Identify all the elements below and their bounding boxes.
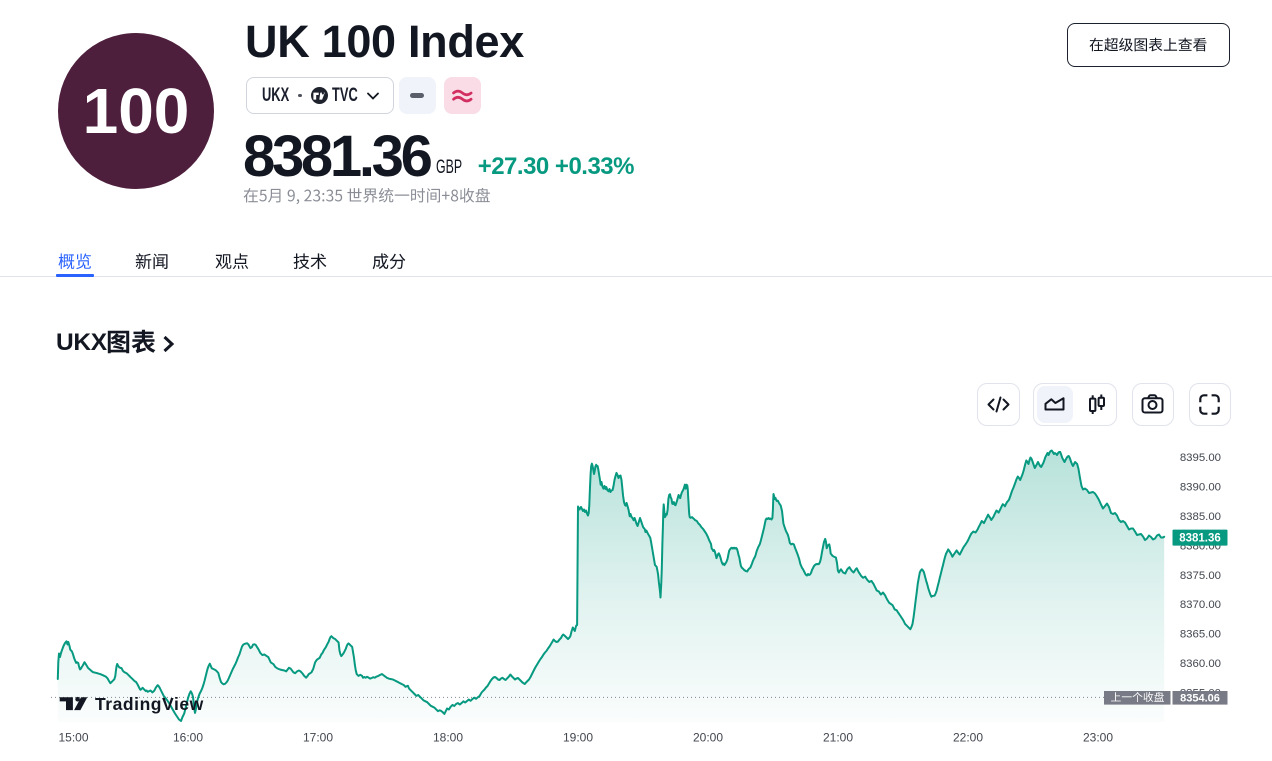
- svg-text:8365.00: 8365.00: [1180, 629, 1221, 641]
- svg-text:8370.00: 8370.00: [1180, 599, 1221, 611]
- svg-text:8390.00: 8390.00: [1180, 482, 1221, 494]
- svg-text:15:00: 15:00: [58, 731, 88, 745]
- svg-text:8375.00: 8375.00: [1180, 570, 1221, 582]
- svg-text:8360.00: 8360.00: [1180, 658, 1221, 670]
- svg-text:8381.36: 8381.36: [1179, 533, 1221, 545]
- svg-text:20:00: 20:00: [693, 731, 723, 745]
- svg-text:23:00: 23:00: [1083, 731, 1113, 745]
- svg-text:18:00: 18:00: [433, 731, 463, 745]
- svg-text:22:00: 22:00: [953, 731, 983, 745]
- svg-text:21:00: 21:00: [823, 731, 853, 745]
- svg-text:17:00: 17:00: [303, 731, 333, 745]
- svg-text:8395.00: 8395.00: [1180, 452, 1221, 464]
- svg-text:8385.00: 8385.00: [1180, 511, 1221, 523]
- svg-text:8354.06: 8354.06: [1180, 693, 1220, 705]
- svg-text:19:00: 19:00: [563, 731, 593, 745]
- svg-text:TradingView: TradingView: [95, 694, 204, 714]
- svg-text:16:00: 16:00: [173, 731, 203, 745]
